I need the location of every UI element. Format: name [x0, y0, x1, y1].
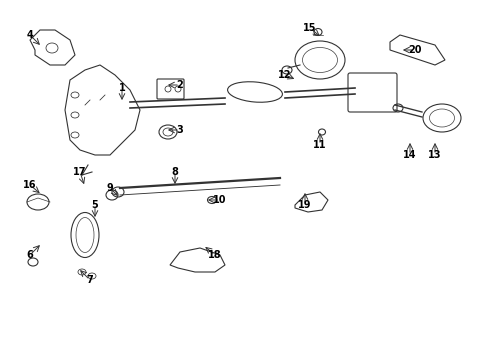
Text: 7: 7 — [87, 275, 94, 285]
Text: 5: 5 — [92, 200, 98, 210]
Text: 1: 1 — [119, 83, 125, 93]
Text: 2: 2 — [176, 80, 183, 90]
Text: 17: 17 — [73, 167, 87, 177]
Text: 11: 11 — [313, 140, 327, 150]
Text: 18: 18 — [208, 250, 222, 260]
Text: 6: 6 — [26, 250, 33, 260]
Text: 15: 15 — [303, 23, 317, 33]
Text: 12: 12 — [278, 70, 292, 80]
Text: 13: 13 — [428, 150, 442, 160]
Text: 19: 19 — [298, 200, 312, 210]
Text: 16: 16 — [23, 180, 37, 190]
Text: 14: 14 — [403, 150, 417, 160]
Text: 9: 9 — [107, 183, 113, 193]
Text: 8: 8 — [172, 167, 178, 177]
Text: 3: 3 — [176, 125, 183, 135]
Text: 10: 10 — [213, 195, 227, 205]
Text: 20: 20 — [408, 45, 422, 55]
Text: 4: 4 — [26, 30, 33, 40]
